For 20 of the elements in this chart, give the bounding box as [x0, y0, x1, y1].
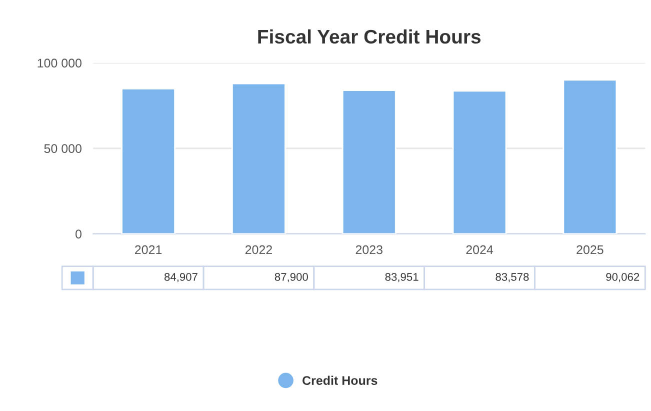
bar — [452, 90, 507, 234]
data-label: 84,907 — [164, 273, 198, 282]
bar — [232, 82, 286, 234]
y-tick-label: 100 000 — [38, 58, 82, 68]
legend-label: Credit Hours — [302, 376, 378, 385]
x-tick-label: 2022 — [245, 245, 272, 254]
data-label: 83,951 — [385, 273, 418, 282]
bar — [342, 90, 396, 234]
data-label: 90,062 — [606, 273, 640, 282]
x-tick-label: 2025 — [576, 245, 604, 254]
data-label: 87,900 — [274, 273, 308, 282]
bar — [121, 88, 176, 234]
y-tick-label: 50 000 — [44, 144, 82, 154]
bar — [562, 79, 618, 234]
x-tick-label: 2021 — [135, 245, 162, 254]
x-tick-label: 2023 — [356, 245, 382, 254]
chart-title: Fiscal Year Credit Hours — [258, 29, 481, 44]
x-tick-label: 2024 — [466, 245, 494, 254]
y-tick-label: 0 — [76, 230, 82, 239]
data-label: 83,578 — [496, 273, 529, 282]
